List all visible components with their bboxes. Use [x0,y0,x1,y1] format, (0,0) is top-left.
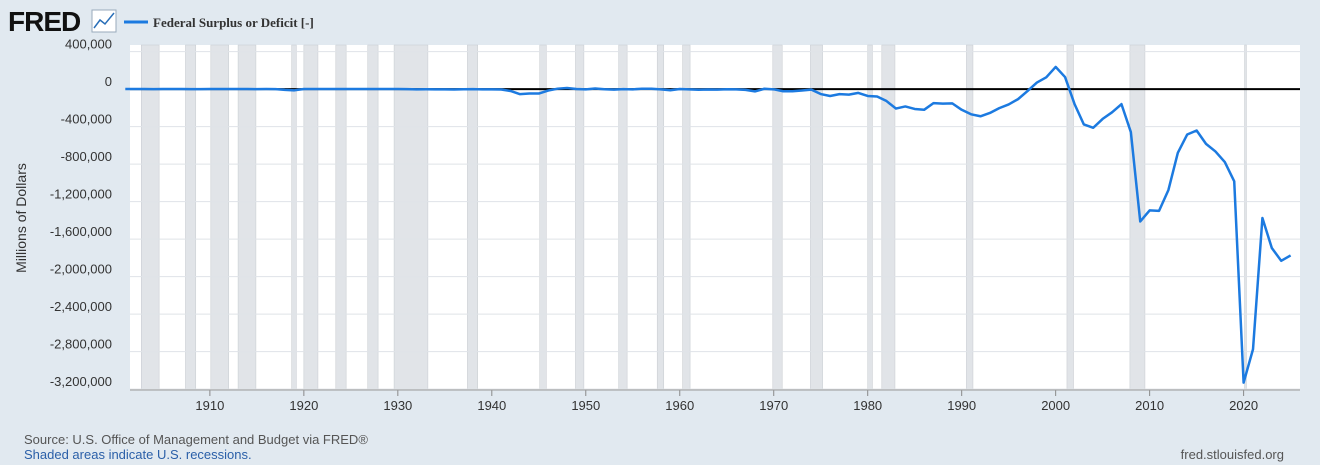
y-tick-label: -1,200,000 [50,187,112,202]
series-line [125,65,1292,384]
recession-band [393,44,429,391]
recession-band [141,44,160,391]
logo[interactable]: FRED [8,6,82,37]
recession-band [881,44,896,391]
logo-icon [91,9,117,33]
x-tick-label: 1910 [195,398,224,413]
legend-label[interactable]: Federal Surplus or Deficit [-] [153,15,314,30]
x-tick-label: 1970 [759,398,788,413]
y-tick-label: -3,200,000 [50,374,112,389]
y-tick-label: -1,600,000 [50,224,112,239]
y-tick-label: -2,400,000 [50,299,112,314]
recession-band [367,44,379,391]
y-tick-label: -800,000 [61,149,112,164]
x-tick-label: 1920 [289,398,318,413]
y-tick-label: 0 [105,74,112,89]
recession-band [772,44,783,391]
y-tick-label: -2,800,000 [50,337,112,352]
recession-band [682,44,691,391]
recession-band [810,44,823,391]
recession-band [1244,44,1247,391]
source: Source: U.S. Office of Management and Bu… [24,432,368,447]
recession-note[interactable]: Shaded areas indicate U.S. recessions. [24,447,252,462]
x-tick-label: 2020 [1229,398,1258,413]
recession-band [656,44,665,391]
recession-band [335,44,347,391]
recession-band [210,44,229,391]
plot [125,44,1300,391]
y-tick-label: 400,000 [65,37,112,52]
x-tick-label: 1950 [571,398,600,413]
x-tick-label: 2010 [1135,398,1164,413]
recession-band [303,44,319,391]
x-tick-label: 1990 [947,398,976,413]
recession-band [185,44,197,391]
recession-band [467,44,478,391]
recession-band [291,44,297,391]
x-tick-label: 1940 [477,398,506,413]
x-tick-label: 1960 [665,398,694,413]
y-axis-label: Millions of Dollars [13,163,29,273]
recession-band [966,44,974,391]
recession-band [575,44,585,391]
recession-band [618,44,628,391]
recession-band [237,44,257,391]
x-tick-label: 2000 [1041,398,1070,413]
y-tick-label: -2,000,000 [50,262,112,277]
plot-area [130,45,1300,390]
recession-band [539,44,547,391]
site-link[interactable]: fred.stlouisfed.org [1181,447,1284,462]
y-tick-label: -400,000 [61,112,112,127]
x-tick-label: 1930 [383,398,412,413]
x-tick-label: 1980 [853,398,882,413]
